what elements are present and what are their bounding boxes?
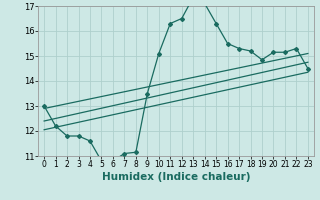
X-axis label: Humidex (Indice chaleur): Humidex (Indice chaleur) bbox=[102, 172, 250, 182]
